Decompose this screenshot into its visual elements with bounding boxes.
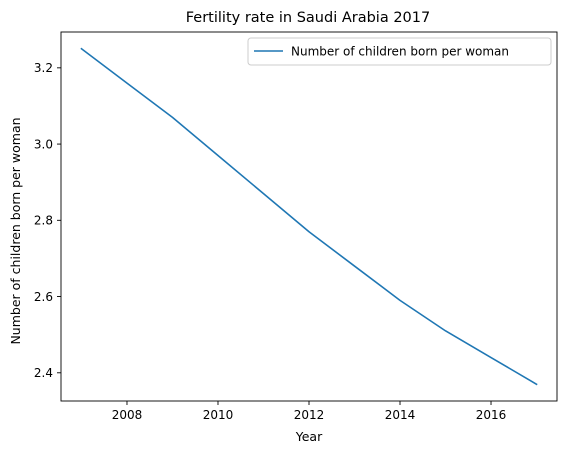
series-layer — [80, 47, 538, 386]
y-tick-label: 2.4 — [34, 366, 53, 380]
y-tick-label: 2.6 — [34, 290, 53, 304]
y-axis-ticks: 2.4 2.6 2.8 3.0 3.2 — [34, 61, 61, 380]
x-tick-label: 2016 — [476, 408, 507, 422]
legend: Number of children born per woman — [247, 37, 552, 66]
y-axis-label: Number of children born per woman — [8, 117, 23, 344]
y-tick-label: 3.0 — [34, 137, 53, 151]
series-line — [80, 47, 538, 386]
x-tick-label: 2012 — [294, 408, 325, 422]
chart-title: Fertility rate in Saudi Arabia 2017 — [186, 10, 430, 26]
y-tick-label: 3.2 — [34, 61, 53, 75]
x-tick-label: 2010 — [203, 408, 234, 422]
x-tick-label: 2008 — [112, 408, 143, 422]
plot-area: 2008 2010 2012 2014 2016 2.4 2.6 2.8 3.0 3.2 — [34, 31, 558, 422]
x-axis-label: Year — [295, 429, 323, 444]
legend-label: Number of children born per woman — [291, 45, 509, 59]
x-axis-ticks: 2008 2010 2012 2014 2016 — [112, 401, 507, 422]
x-tick-label: 2014 — [385, 408, 416, 422]
legend-box — [247, 37, 552, 66]
y-tick-label: 2.8 — [34, 214, 53, 228]
